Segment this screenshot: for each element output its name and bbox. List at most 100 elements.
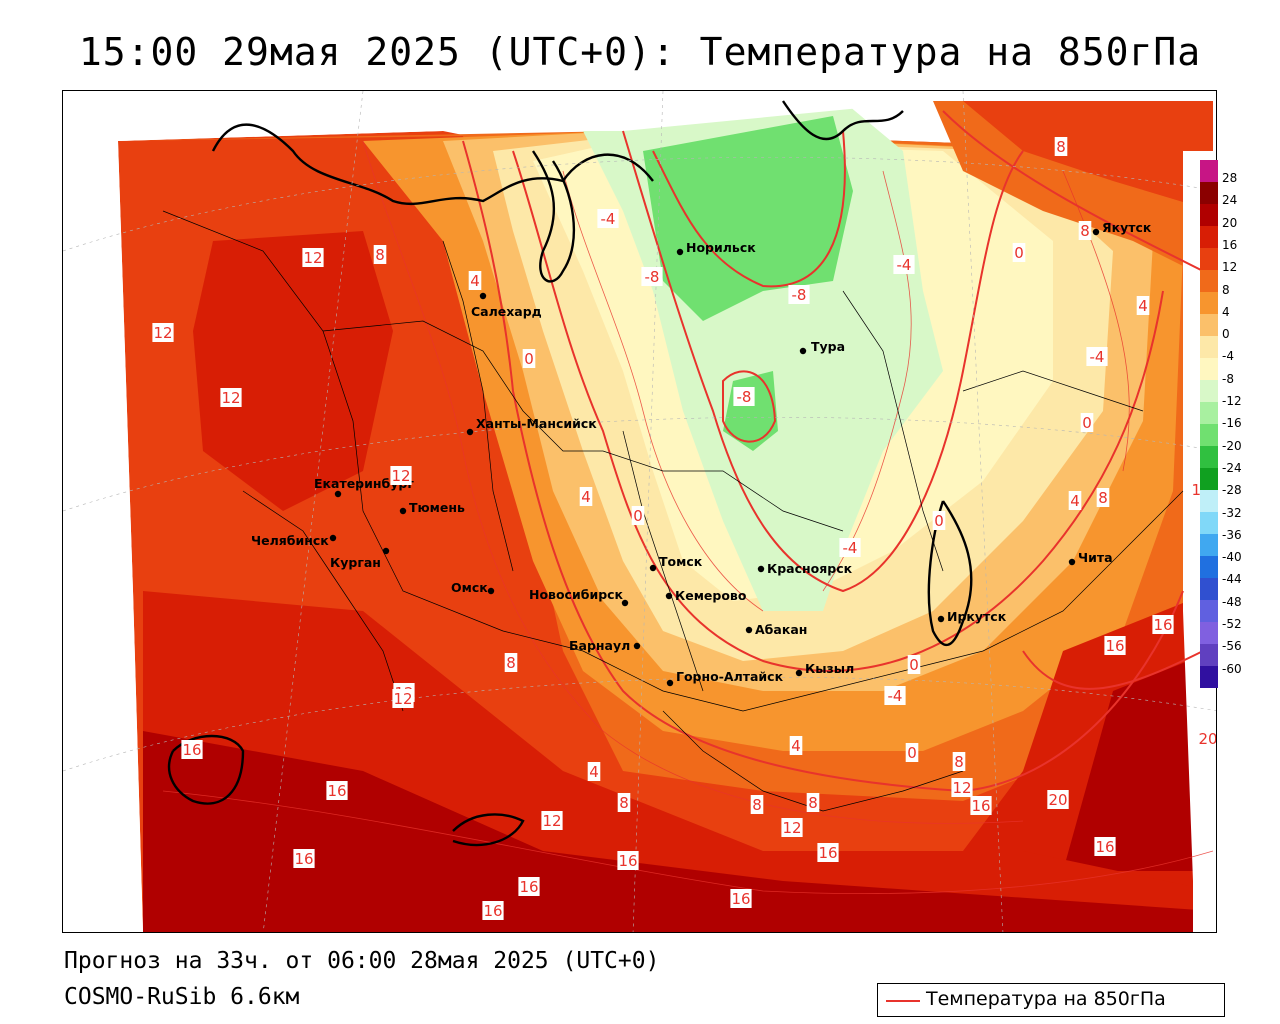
colorbar-tick-label: -24 bbox=[1222, 460, 1242, 475]
city-label: Горно-Алтайск bbox=[676, 669, 784, 684]
contour-value-label: -8 bbox=[733, 387, 755, 406]
contour-value-label: 16 bbox=[518, 877, 540, 896]
colorbar-swatch bbox=[1200, 644, 1218, 667]
svg-text:16: 16 bbox=[818, 844, 837, 862]
contour-value-label: 12 bbox=[302, 248, 324, 267]
svg-text:-8: -8 bbox=[645, 268, 660, 286]
svg-text:8: 8 bbox=[506, 654, 516, 672]
colorbar-tick-label: -36 bbox=[1222, 527, 1242, 542]
city-label: Екатеринбург bbox=[314, 476, 414, 491]
colorbar-swatch bbox=[1200, 160, 1218, 183]
svg-text:16: 16 bbox=[731, 890, 750, 908]
city-dot bbox=[621, 599, 629, 607]
city-dot bbox=[795, 669, 803, 677]
city-label: Красноярск bbox=[767, 561, 853, 576]
svg-text:8: 8 bbox=[619, 794, 629, 812]
contour-value-label: 12 bbox=[951, 778, 973, 797]
colorbar-tick-label: 4 bbox=[1222, 304, 1230, 319]
colorbar-swatch bbox=[1200, 424, 1218, 447]
colorbar-swatch bbox=[1200, 358, 1218, 381]
map-panel[interactable]: Якутск Норильск Салехард Тура Ханты-Мансийск… bbox=[62, 90, 1217, 933]
contour-value-label: 8 bbox=[1054, 137, 1068, 156]
contour-value-label: 4 bbox=[1068, 491, 1082, 510]
svg-text:4: 4 bbox=[791, 737, 801, 755]
colorbar-swatch bbox=[1200, 314, 1218, 337]
contour-value-label: -4 bbox=[1086, 347, 1108, 366]
city-label: Якутск bbox=[1102, 220, 1152, 235]
contour-value-label: 8 bbox=[617, 793, 631, 812]
svg-text:8: 8 bbox=[752, 796, 762, 814]
forecast-info: Прогноз на 33ч. от 06:00 28мая 2025 (UTC… bbox=[64, 948, 660, 974]
contour-value-label: 16 bbox=[293, 849, 315, 868]
svg-text:-4: -4 bbox=[1090, 348, 1105, 366]
contour-value-label: 0 bbox=[1012, 243, 1026, 262]
city-dot bbox=[665, 592, 673, 600]
svg-text:16: 16 bbox=[182, 741, 201, 759]
svg-text:16: 16 bbox=[618, 852, 637, 870]
colorbar-swatch bbox=[1200, 578, 1218, 601]
contour-value-label: 0 bbox=[932, 511, 946, 530]
contour-value-label: 16 bbox=[1094, 837, 1116, 856]
svg-text:0: 0 bbox=[934, 512, 944, 530]
svg-text:8: 8 bbox=[1098, 489, 1108, 507]
temperature-map: Якутск Норильск Салехард Тура Ханты-Мансийск… bbox=[63, 91, 1217, 932]
city-label: Чита bbox=[1078, 550, 1113, 565]
contour-value-label: 16 bbox=[730, 889, 752, 908]
city-dot bbox=[1092, 228, 1100, 236]
colorbar-swatch bbox=[1200, 270, 1218, 293]
colorbar-tick-label: -32 bbox=[1222, 505, 1242, 520]
contour-value-label: 16 bbox=[817, 843, 839, 862]
contour-value-label: 16 bbox=[970, 796, 992, 815]
colorbar-tick-label: 8 bbox=[1222, 282, 1230, 297]
contour-value-label: 0 bbox=[905, 743, 919, 762]
city-dot bbox=[649, 564, 657, 572]
svg-text:16: 16 bbox=[294, 850, 313, 868]
svg-text:-4: -4 bbox=[843, 539, 858, 557]
svg-text:12: 12 bbox=[952, 779, 971, 797]
city-label: Барнаул bbox=[569, 638, 630, 653]
contour-value-label: 0 bbox=[631, 506, 645, 525]
svg-text:12: 12 bbox=[391, 467, 410, 485]
colorbar-tick-label: -8 bbox=[1222, 371, 1234, 386]
svg-text:20: 20 bbox=[1198, 730, 1217, 748]
colorbar-tick-label: 24 bbox=[1222, 193, 1238, 208]
contour-value-label: 16 bbox=[482, 901, 504, 920]
city-label: Тюмень bbox=[409, 500, 465, 515]
city-dot bbox=[382, 547, 390, 555]
colorbar-swatch bbox=[1200, 468, 1218, 491]
temperature-field bbox=[118, 101, 1213, 932]
city-label: Салехард bbox=[471, 304, 542, 319]
svg-text:4: 4 bbox=[589, 763, 599, 781]
map-legend: Температура на 850гПа bbox=[877, 983, 1225, 1017]
svg-text:16: 16 bbox=[1095, 838, 1114, 856]
colorbar-tick-label: -28 bbox=[1222, 483, 1242, 498]
colorbar-swatch bbox=[1200, 666, 1218, 689]
city-label: Тура bbox=[811, 339, 845, 354]
colorbar-swatch bbox=[1200, 446, 1218, 469]
colorbar-swatch bbox=[1200, 512, 1218, 535]
svg-text:4: 4 bbox=[1138, 297, 1148, 315]
svg-text:12: 12 bbox=[782, 819, 801, 837]
svg-text:16: 16 bbox=[327, 782, 346, 800]
colorbar-tick-label: 0 bbox=[1222, 327, 1230, 342]
svg-text:12: 12 bbox=[153, 324, 172, 342]
map-title: 15:00 29мая 2025 (UTC+0): Температура на… bbox=[78, 30, 1202, 74]
legend-line-sample bbox=[886, 1000, 920, 1002]
city-dot bbox=[799, 347, 807, 355]
contour-value-label: 8 bbox=[1078, 221, 1092, 240]
contour-value-label: 16 bbox=[1104, 636, 1126, 655]
svg-text:12: 12 bbox=[542, 812, 561, 830]
contour-value-label: 16 bbox=[617, 851, 639, 870]
colorbar-tick-labels: 28 24 20 16 12 8 4 0 -4 -8 -12 -16 -20 -24 -28 -32 -36 -4… bbox=[1222, 160, 1280, 688]
contour-value-label: 16 bbox=[1152, 615, 1174, 634]
contour-value-label: 16 bbox=[326, 781, 348, 800]
contour-value-label: 4 bbox=[468, 271, 482, 290]
svg-text:4: 4 bbox=[470, 272, 480, 290]
svg-text:12: 12 bbox=[303, 249, 322, 267]
city-dot bbox=[329, 534, 337, 542]
city-dot bbox=[334, 490, 342, 498]
colorbar-tick-label: -20 bbox=[1222, 438, 1242, 453]
svg-text:-4: -4 bbox=[601, 210, 616, 228]
colorbar-tick-label: -44 bbox=[1222, 572, 1242, 587]
svg-text:12: 12 bbox=[221, 389, 240, 407]
